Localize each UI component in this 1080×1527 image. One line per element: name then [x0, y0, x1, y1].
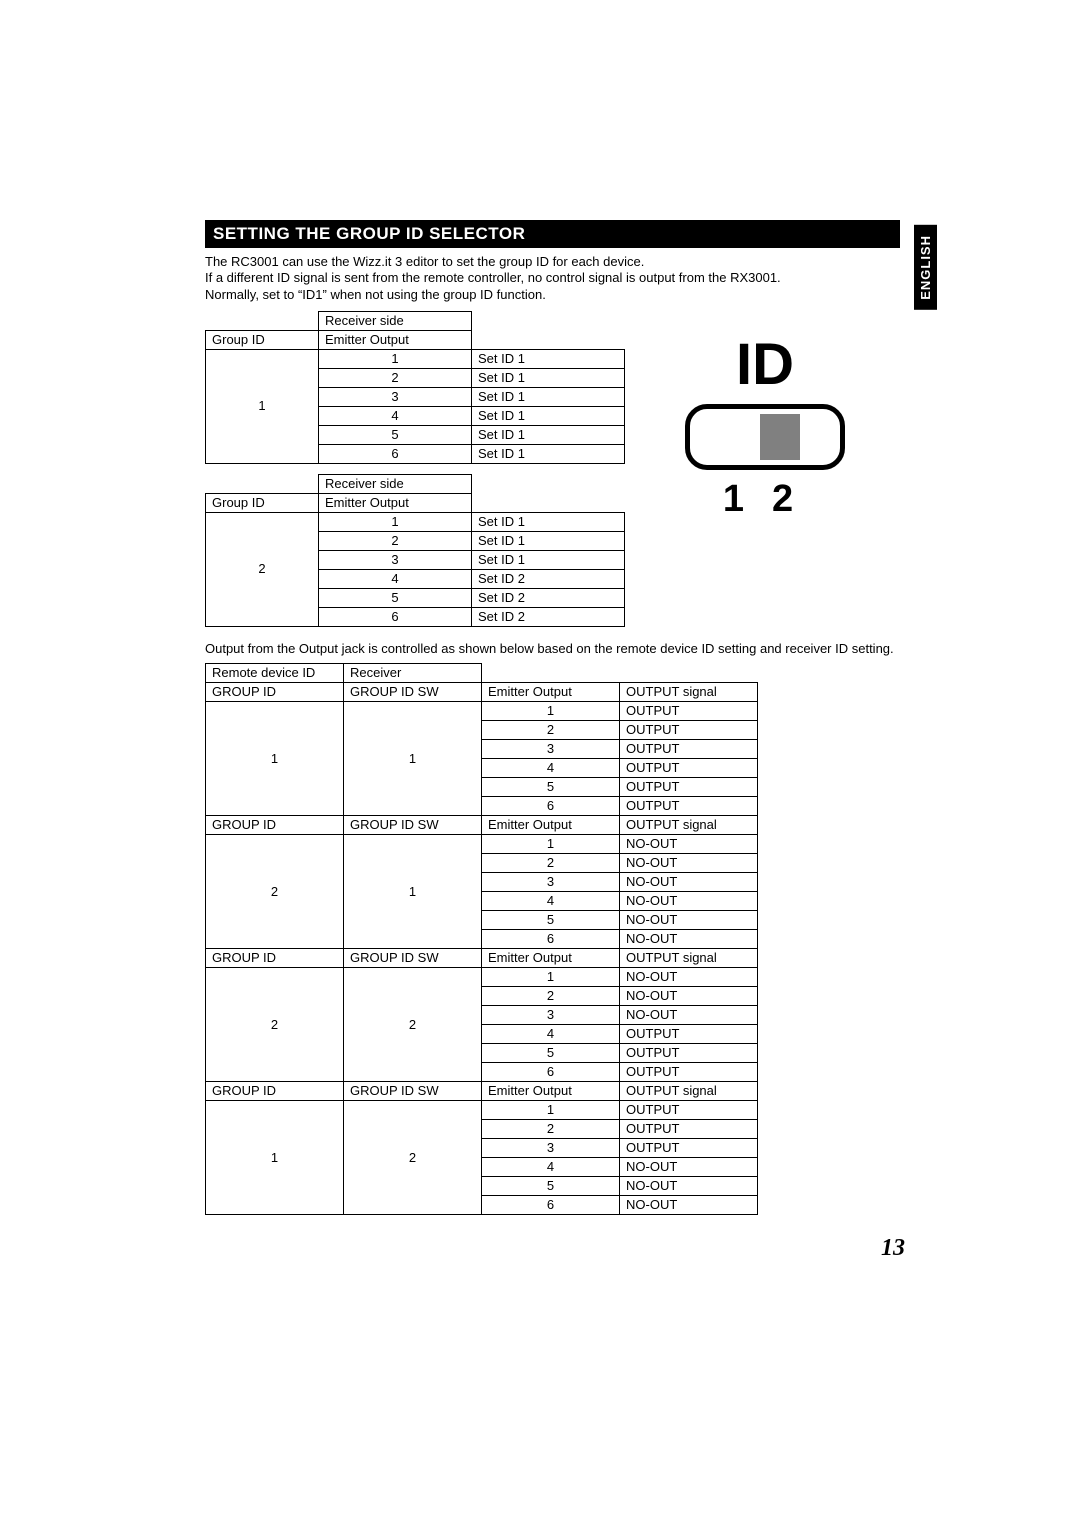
output-signal-table: Remote device IDReceiverGROUP IDGROUP ID…: [205, 663, 900, 1215]
page-number: 13: [881, 1235, 905, 1262]
intro-text: The RC3001 can use the Wizz.it 3 editor …: [205, 254, 900, 303]
manual-page: SETTING THE GROUP ID SELECTOR ENGLISH Th…: [0, 0, 1080, 1527]
switch-slider-icon: [760, 414, 800, 460]
intro-line: The RC3001 can use the Wizz.it 3 editor …: [205, 254, 644, 269]
upper-content-row: Receiver sideGroup IDEmitter Output11Set…: [205, 311, 900, 627]
receiver-table: Receiver sideGroup IDEmitter Output11Set…: [205, 311, 625, 464]
receiver-tables: Receiver sideGroup IDEmitter Output11Set…: [205, 311, 625, 627]
intro-line: Normally, set to “ID1” when not using th…: [205, 287, 546, 302]
switch-outline: [685, 404, 845, 470]
receiver-table: Receiver sideGroup IDEmitter Output21Set…: [205, 474, 625, 627]
language-tab: ENGLISH: [914, 225, 937, 310]
switch-label: ID: [685, 331, 845, 398]
id-switch-diagram: ID 12: [685, 331, 845, 521]
output-table: Remote device IDReceiverGROUP IDGROUP ID…: [205, 663, 758, 1215]
intro-line: If a different ID signal is sent from th…: [205, 270, 781, 285]
switch-numbers: 12: [685, 478, 845, 521]
section-heading: SETTING THE GROUP ID SELECTOR: [205, 220, 900, 248]
output-paragraph: Output from the Output jack is controlle…: [205, 641, 900, 657]
switch-num-2: 2: [772, 478, 821, 520]
switch-num-1: 1: [723, 478, 772, 520]
